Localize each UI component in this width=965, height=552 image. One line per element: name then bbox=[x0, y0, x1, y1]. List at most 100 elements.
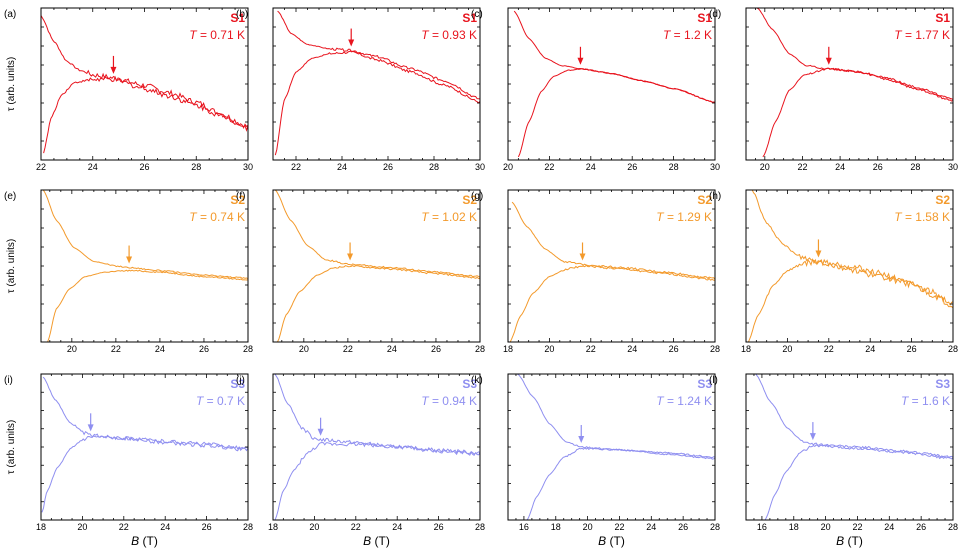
x-tick-label: 20 bbox=[782, 344, 792, 354]
x-tick-label: 22 bbox=[824, 344, 834, 354]
y-axis-label: τ (arb. units) bbox=[6, 239, 17, 294]
x-tick-label: 26 bbox=[627, 162, 637, 172]
x-tick-label: 22 bbox=[291, 162, 301, 172]
x-tick-label: 28 bbox=[243, 344, 253, 354]
series-lower-sweep bbox=[274, 441, 480, 520]
x-tick-label: 20 bbox=[503, 162, 513, 172]
x-tick-label: 24 bbox=[160, 522, 170, 532]
series-upper-sweep bbox=[511, 201, 715, 280]
x-tick-label: 20 bbox=[544, 344, 554, 354]
x-axis-symbol: B bbox=[836, 534, 844, 548]
x-axis-label: B (T) bbox=[131, 534, 158, 548]
panel-c: 20 22 24 26 28 30 (c) S1 T = 1.2 K bbox=[471, 7, 720, 172]
sample-label: S3 bbox=[462, 377, 477, 391]
temperature-label: T = 1.77 K bbox=[894, 28, 950, 42]
panel-letter: (l) bbox=[709, 375, 718, 386]
panel-a: 22 24 26 28 30 (a) S1 T = 0.71 K bbox=[4, 7, 253, 172]
x-tick-label: 24 bbox=[835, 162, 845, 172]
temperature-label: T = 0.7 K bbox=[196, 394, 245, 408]
panel-letter: (h) bbox=[709, 191, 721, 202]
crossing-arrow-head bbox=[825, 57, 832, 65]
x-tick-label: 20 bbox=[583, 522, 593, 532]
x-tick-label: 28 bbox=[475, 522, 485, 532]
crossing-arrow-head bbox=[809, 433, 816, 441]
crossing-arrow-head bbox=[347, 253, 354, 261]
sample-label: S1 bbox=[230, 11, 245, 25]
series-lower-sweep bbox=[747, 257, 953, 342]
crossing-arrow-head bbox=[578, 436, 585, 443]
x-tick-label: 18 bbox=[551, 522, 561, 532]
series-lower-sweep bbox=[526, 447, 715, 520]
x-tick-label: 20 bbox=[309, 522, 319, 532]
x-tick-label: 20 bbox=[760, 162, 770, 172]
temperature-value: = 0.71 K bbox=[197, 28, 245, 42]
temperature-value: = 0.7 K bbox=[203, 394, 245, 408]
temperature-symbol: T bbox=[189, 210, 198, 224]
sample-label: S2 bbox=[230, 193, 245, 207]
series-lower-sweep bbox=[276, 265, 480, 342]
temperature-value: = 1.02 K bbox=[429, 210, 477, 224]
panel-k: 16 18 20 22 24 26 28 (k) S3 T = 1.24 K bbox=[471, 373, 720, 532]
x-tick-label: 28 bbox=[475, 344, 485, 354]
x-axis-label: B (T) bbox=[598, 534, 625, 548]
x-tick-label: 24 bbox=[337, 162, 347, 172]
series-upper-sweep bbox=[41, 15, 248, 130]
x-tick-label: 24 bbox=[155, 344, 165, 354]
panel-i: 18 20 22 24 26 28 (i) S3 T = 0.7 K bbox=[4, 373, 253, 532]
axis-labels-layer: τ (arb. units) τ (arb. units) τ (arb. unit… bbox=[6, 57, 863, 548]
series-lower-sweep bbox=[43, 75, 248, 154]
x-tick-label: 24 bbox=[627, 344, 637, 354]
temperature-value: = 0.93 K bbox=[429, 28, 477, 42]
temperature-label: T = 1.02 K bbox=[421, 210, 477, 224]
sample-label: S3 bbox=[230, 377, 245, 391]
temperature-symbol: T bbox=[421, 210, 430, 224]
x-tick-label: 24 bbox=[392, 522, 402, 532]
x-tick-label: 28 bbox=[243, 522, 253, 532]
x-tick-label: 22 bbox=[797, 162, 807, 172]
temperature-symbol: T bbox=[656, 210, 665, 224]
x-tick-label: 18 bbox=[268, 522, 278, 532]
panel-letter: (d) bbox=[709, 9, 721, 20]
x-tick-label: 26 bbox=[907, 344, 917, 354]
temperature-label: T = 0.71 K bbox=[189, 28, 245, 42]
temperature-symbol: T bbox=[901, 394, 910, 408]
series-upper-sweep bbox=[517, 374, 715, 459]
series-lower-sweep bbox=[764, 444, 953, 520]
x-tick-label: 22 bbox=[852, 522, 862, 532]
x-tick-label: 18 bbox=[36, 522, 46, 532]
series-upper-sweep bbox=[274, 374, 480, 455]
temperature-symbol: T bbox=[894, 28, 903, 42]
temperature-label: T = 1.24 K bbox=[656, 394, 712, 408]
temperature-label: T = 1.29 K bbox=[656, 210, 712, 224]
crossing-arrow-head bbox=[577, 57, 584, 65]
x-tick-label: 22 bbox=[36, 162, 46, 172]
x-axis-unit: (T) bbox=[371, 534, 390, 548]
series-upper-sweep bbox=[42, 190, 248, 279]
x-tick-label: 28 bbox=[710, 522, 720, 532]
panels-layer: 22 24 26 28 30(a) S1T = 0.71 K22 24 26 28 30(b) S1… bbox=[4, 7, 958, 532]
x-axis-unit: (T) bbox=[139, 534, 158, 548]
temperature-label: T = 1.6 K bbox=[901, 394, 950, 408]
crossing-arrow-head bbox=[317, 428, 324, 436]
x-tick-label: 24 bbox=[387, 344, 397, 354]
temperature-value: = 1.24 K bbox=[664, 394, 712, 408]
x-tick-label: 26 bbox=[199, 344, 209, 354]
panel-j: 18 20 22 24 26 28 (j) S3 T = 0.94 K bbox=[236, 373, 485, 532]
temperature-label: T = 1.2 K bbox=[663, 28, 712, 42]
temperature-value: = 1.58 K bbox=[902, 210, 950, 224]
series-lower-sweep bbox=[762, 67, 953, 158]
x-tick-label: 28 bbox=[669, 162, 679, 172]
x-tick-label: 24 bbox=[646, 522, 656, 532]
x-tick-label: 28 bbox=[948, 522, 958, 532]
temperature-value: = 1.29 K bbox=[664, 210, 712, 224]
panel-d: 20 22 24 26 28 30 (d) S1 T = 1.77 K bbox=[709, 7, 958, 172]
x-tick-label: 26 bbox=[678, 522, 688, 532]
x-tick-label: 30 bbox=[948, 162, 958, 172]
x-tick-label: 30 bbox=[710, 162, 720, 172]
crossing-arrow-head bbox=[87, 424, 94, 432]
x-tick-label: 20 bbox=[77, 522, 87, 532]
panel-f: 20 22 24 26 28 (f) S2 T = 1.02 K bbox=[236, 189, 485, 354]
x-axis-symbol: B bbox=[131, 534, 139, 548]
sample-label: S2 bbox=[697, 193, 712, 207]
panel-letter: (e) bbox=[4, 191, 16, 202]
